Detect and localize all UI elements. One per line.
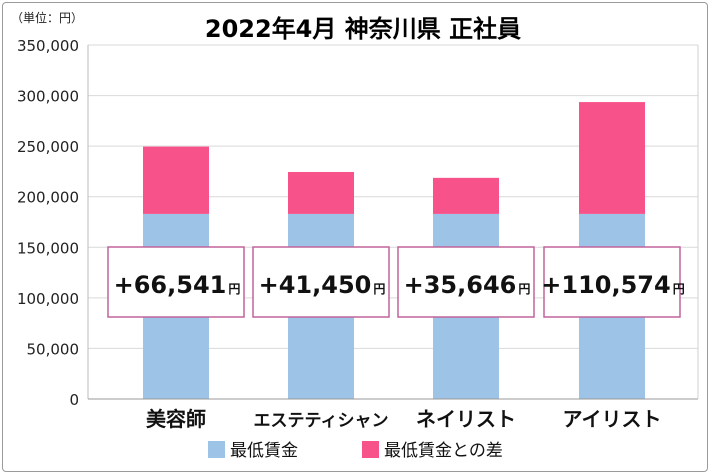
legend-label-difference: 最低賃金との差 — [384, 441, 503, 461]
x-axis-categories: 美容師 エステティシャン ネイリスト アイリスト — [146, 407, 662, 431]
y-tick-label: 150,000 — [17, 239, 79, 257]
difference-unit: 円 — [228, 282, 240, 296]
x-category-label: エステティシャン — [254, 411, 389, 431]
y-tick-label: 0 — [69, 391, 79, 409]
legend: 最低賃金 最低賃金との差 — [208, 441, 503, 461]
y-tick-label: 200,000 — [17, 189, 79, 207]
difference-label-box — [252, 246, 390, 318]
difference-value: +66,541 — [114, 271, 227, 299]
x-category-label: アイリスト — [563, 407, 662, 431]
bar-difference — [433, 177, 499, 214]
difference-labels: +66,541 円 +41,450 円 +35,646 円 +110,574 円 — [107, 246, 685, 318]
unit-label: （単位：円） — [11, 10, 83, 25]
difference-label-box — [543, 246, 681, 318]
y-tick-label: 100,000 — [17, 290, 79, 308]
legend-swatch-difference — [362, 441, 379, 458]
legend-swatch-min-wage — [208, 441, 225, 458]
difference-value: +41,450 — [259, 271, 372, 299]
difference-value: +35,646 — [404, 271, 517, 299]
difference-unit: 円 — [518, 282, 530, 296]
bar-difference — [288, 171, 354, 214]
y-tick-label: 350,000 — [17, 37, 79, 55]
legend-label-min-wage: 最低賃金 — [230, 441, 298, 461]
x-category-label: ネイリスト — [416, 407, 516, 431]
difference-unit: 円 — [373, 282, 385, 296]
y-tick-label: 300,000 — [17, 88, 79, 106]
bar-difference — [143, 146, 209, 214]
difference-value: +110,574 — [541, 271, 670, 299]
chart-title: 2022年4月 神奈川県 正社員 — [205, 15, 521, 43]
stacked-bar-chart: 2022年4月 神奈川県 正社員 （単位：円） 0 50,000 100,000 15… — [11, 10, 699, 461]
chart-frame: 2022年4月 神奈川県 正社員 （単位：円） 0 50,000 100,000 15… — [2, 2, 708, 472]
difference-unit: 円 — [673, 282, 685, 296]
plot-border — [87, 45, 699, 400]
difference-label-box — [107, 246, 245, 318]
y-tick-label: 50,000 — [27, 340, 80, 358]
bar-difference — [579, 102, 645, 214]
y-axis-ticks: 0 50,000 100,000 150,000 200,000 250,000 300,0… — [17, 37, 79, 409]
x-category-label: 美容師 — [146, 407, 206, 431]
y-tick-label: 250,000 — [17, 138, 79, 156]
difference-label-box — [397, 246, 535, 318]
